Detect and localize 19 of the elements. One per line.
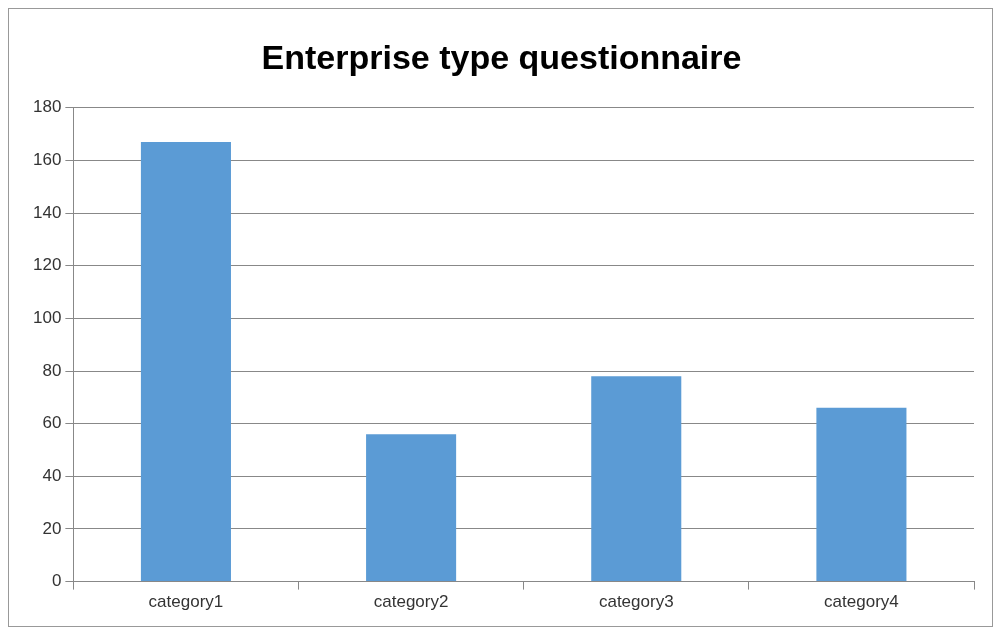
chart-title: Enterprise type questionnaire xyxy=(261,37,742,76)
y-tick-label: 120 xyxy=(32,255,62,275)
bar xyxy=(366,434,457,582)
y-tick-label: 60 xyxy=(42,413,62,433)
y-tick-label: 140 xyxy=(32,202,62,222)
y-tick-label: 40 xyxy=(42,466,62,485)
y-tick-label: 160 xyxy=(32,150,62,170)
bar xyxy=(591,376,682,582)
y-tick-label: 180 xyxy=(32,97,62,117)
bar xyxy=(816,407,907,582)
x-tick-label: category2 xyxy=(373,592,449,612)
y-tick-label: 80 xyxy=(42,360,62,380)
x-tick-label: category1 xyxy=(148,592,224,612)
y-tick-label: 0 xyxy=(51,571,62,591)
bar xyxy=(140,142,231,582)
y-tick-label: 100 xyxy=(32,308,62,328)
x-tick-label: category4 xyxy=(824,592,899,612)
y-tick-label: 20 xyxy=(42,518,62,538)
x-tick-label: category3 xyxy=(598,592,674,612)
